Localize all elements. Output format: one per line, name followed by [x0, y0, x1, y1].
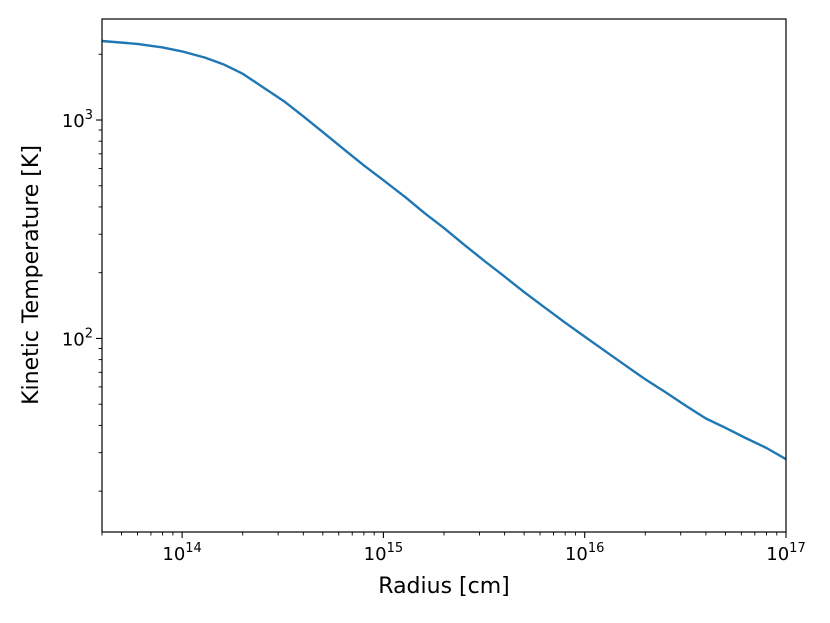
temperature-line: [101, 39, 787, 461]
plot-frame: [101, 18, 787, 533]
x-tick-label: 1017: [766, 541, 805, 565]
y-tick-label: 103: [62, 108, 93, 132]
y-tick-labels: 102 103: [62, 108, 93, 350]
x-tick-label: 1016: [565, 541, 604, 565]
x-axis-label: Radius [cm]: [378, 574, 509, 599]
x-tick-label: 1014: [162, 541, 201, 565]
x-tick-labels: 1014 1015 1016 1017: [162, 541, 805, 565]
y-axis-label: Kinetic Temperature [K]: [19, 145, 44, 405]
x-tick-label: 1015: [364, 541, 403, 565]
major-ticks: [96, 119, 787, 538]
y-tick-label: 102: [62, 326, 93, 350]
plot-area: [102, 19, 786, 532]
